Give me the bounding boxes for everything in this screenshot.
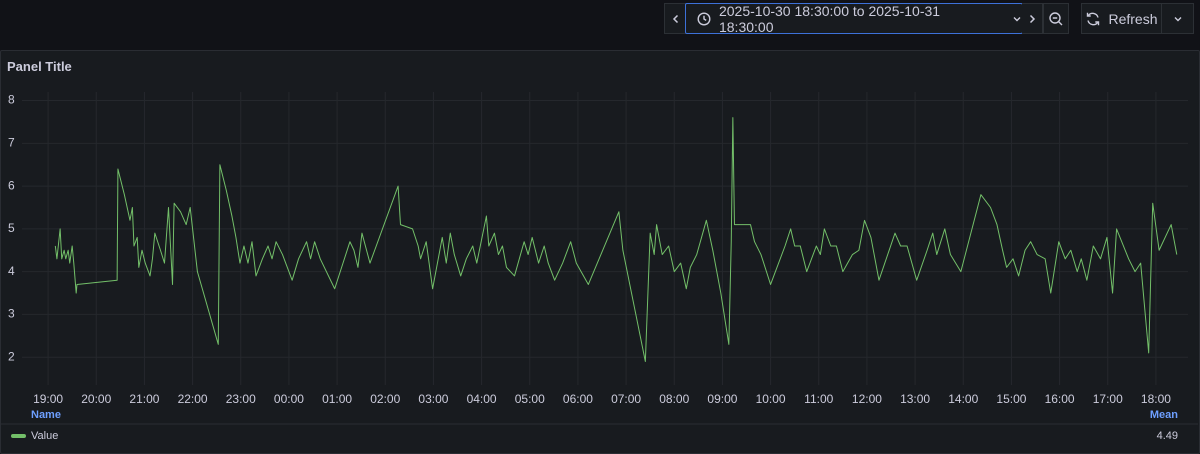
chevron-right-icon bbox=[1029, 14, 1036, 23]
y-tick-label: 8 bbox=[8, 93, 15, 107]
refresh-button[interactable]: Refresh bbox=[1081, 3, 1162, 34]
x-tick-label: 17:00 bbox=[1093, 392, 1123, 406]
zoom-out-button[interactable] bbox=[1043, 3, 1069, 34]
chevron-down-icon bbox=[1174, 16, 1181, 21]
chevron-down-icon bbox=[1013, 16, 1021, 21]
legend-mean: 4.49 bbox=[1157, 430, 1178, 442]
panel: Panel Title bbox=[0, 50, 1200, 454]
y-tick-label: 4 bbox=[8, 264, 15, 278]
x-tick-label: 16:00 bbox=[1045, 392, 1075, 406]
x-tick-label: 23:00 bbox=[226, 392, 256, 406]
x-tick-label: 06:00 bbox=[563, 392, 593, 406]
x-tick-label: 19:00 bbox=[33, 392, 63, 406]
x-tick-label: 14:00 bbox=[948, 392, 978, 406]
panel-title: Panel Title bbox=[7, 59, 72, 74]
x-tick-label: 08:00 bbox=[659, 392, 689, 406]
x-tick-label: 21:00 bbox=[129, 392, 159, 406]
x-tick-label: 05:00 bbox=[515, 392, 545, 406]
x-tick-label: 04:00 bbox=[467, 392, 497, 406]
refresh-interval-button[interactable] bbox=[1161, 3, 1194, 34]
x-tick-label: 13:00 bbox=[900, 392, 930, 406]
series-line bbox=[54, 117, 1178, 362]
refresh-label: Refresh bbox=[1108, 10, 1158, 27]
y-tick-label: 7 bbox=[8, 136, 15, 150]
time-back-button[interactable] bbox=[664, 3, 686, 34]
legend-header-name: Name bbox=[31, 409, 61, 421]
clock-icon bbox=[697, 11, 711, 26]
legend-label: Value bbox=[31, 430, 58, 442]
x-tick-label: 12:00 bbox=[852, 392, 882, 406]
x-tick-label: 10:00 bbox=[756, 392, 786, 406]
x-tick-label: 20:00 bbox=[81, 392, 111, 406]
y-tick-label: 5 bbox=[8, 221, 15, 235]
x-tick-label: 09:00 bbox=[707, 392, 737, 406]
x-tick-label: 00:00 bbox=[274, 392, 304, 406]
x-tick-label: 07:00 bbox=[611, 392, 641, 406]
chevron-left-icon bbox=[672, 14, 678, 23]
x-tick-label: 02:00 bbox=[370, 392, 400, 406]
y-tick-label: 3 bbox=[8, 307, 15, 321]
x-tick-label: 15:00 bbox=[996, 392, 1026, 406]
x-tick-label: 18:00 bbox=[1141, 392, 1171, 406]
legend-header-calc: Mean bbox=[1150, 409, 1178, 421]
refresh-icon bbox=[1087, 12, 1100, 25]
time-range-picker[interactable]: 2025-10-30 18:30:00 to 2025-10-31 18:30:… bbox=[685, 2, 1023, 35]
zoom-out-icon bbox=[1049, 11, 1063, 25]
y-tick-label: 6 bbox=[8, 178, 15, 192]
x-tick-label: 22:00 bbox=[178, 392, 208, 406]
x-tick-label: 01:00 bbox=[322, 392, 352, 406]
time-range-label: 2025-10-30 18:30:00 to 2025-10-31 18:30:… bbox=[718, 2, 941, 35]
x-tick-label: 11:00 bbox=[804, 392, 833, 406]
time-forward-button[interactable] bbox=[1022, 3, 1043, 34]
y-tick-label: 2 bbox=[8, 349, 15, 363]
x-tick-label: 03:00 bbox=[418, 392, 448, 406]
